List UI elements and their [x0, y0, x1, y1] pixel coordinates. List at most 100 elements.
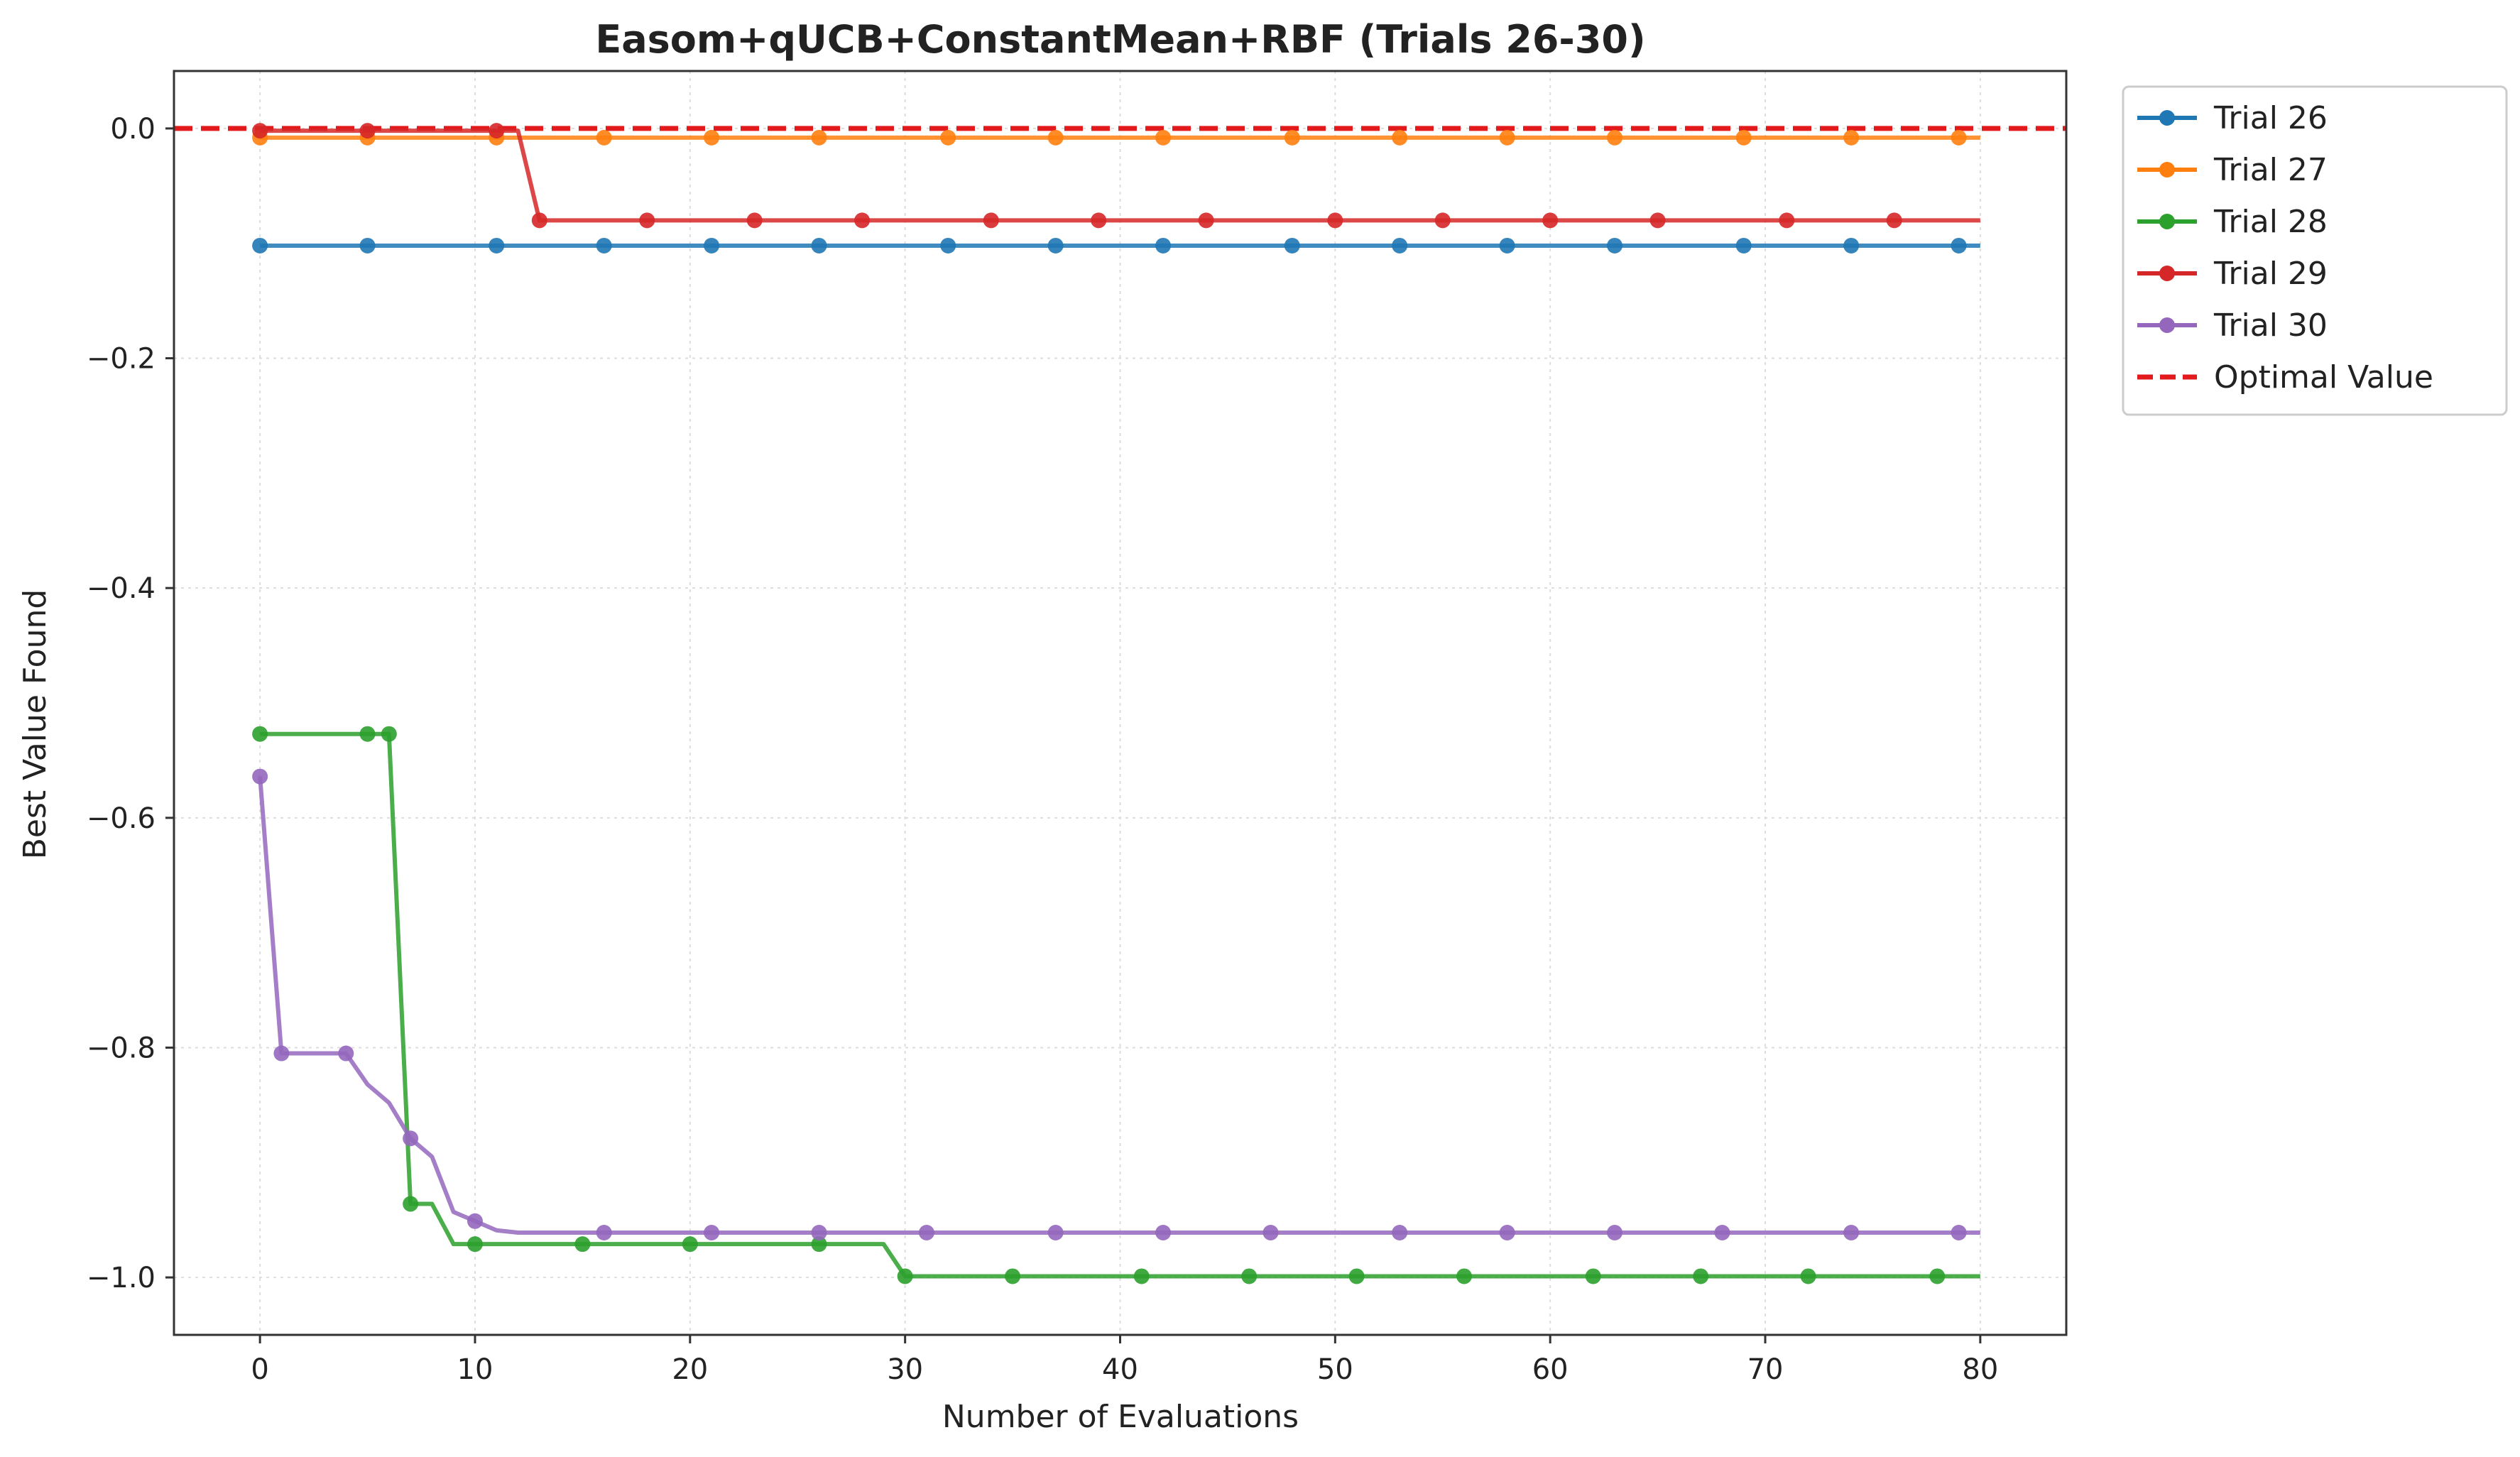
data-point-trial-28 [811, 1236, 827, 1253]
data-point-trial-29 [1649, 212, 1666, 229]
data-point-trial-29 [531, 212, 547, 229]
y-tick-label: 0.0 [110, 113, 156, 146]
data-point-trial-29 [639, 212, 655, 229]
data-point-trial-28 [1929, 1268, 1946, 1284]
data-point-trial-29 [746, 212, 763, 229]
data-point-trial-27 [1392, 129, 1408, 146]
legend-marker-trial-29 [2159, 266, 2175, 281]
data-point-trial-30 [338, 1045, 354, 1062]
y-axis-label: Best Value Found [17, 589, 53, 860]
data-point-trial-30 [1262, 1224, 1279, 1240]
data-point-trial-27 [1499, 129, 1515, 146]
y-tick-label: −1.0 [87, 1262, 156, 1294]
legend-marker-trial-30 [2159, 317, 2175, 333]
data-point-trial-26 [704, 237, 720, 253]
data-point-trial-30 [252, 768, 268, 785]
data-point-trial-28 [467, 1236, 483, 1253]
data-point-trial-30 [1047, 1224, 1064, 1240]
y-tick-label: −0.2 [87, 343, 156, 376]
legend-label-trial-27: Trial 27 [2213, 152, 2328, 188]
legend: Trial 26 Trial 27 Trial 28 Trial 29 Trial 30… [2122, 85, 2508, 416]
y-tick-label: −0.8 [87, 1032, 156, 1064]
legend-marker-trial-28 [2159, 214, 2175, 229]
data-point-trial-28 [574, 1236, 591, 1253]
data-point-trial-29 [1886, 212, 1902, 229]
data-point-trial-30 [1843, 1224, 1860, 1240]
data-point-trial-28 [1241, 1268, 1258, 1284]
data-point-trial-26 [1607, 237, 1623, 253]
data-point-trial-29 [489, 123, 505, 139]
series-line-trial-28 [260, 731, 1980, 1279]
series-line-trial-30 [258, 776, 1980, 1235]
data-point-trial-26 [1284, 237, 1300, 253]
data-point-trial-27 [704, 129, 720, 146]
data-point-trial-27 [1284, 129, 1300, 146]
data-point-trial-30 [1951, 1224, 1967, 1240]
data-point-trial-30 [811, 1224, 827, 1240]
legend-marker-trial-26 [2159, 110, 2175, 126]
x-tick-label: 70 [1747, 1353, 1784, 1386]
x-tick-label: 80 [1962, 1353, 1998, 1386]
data-point-trial-30 [1392, 1224, 1408, 1240]
data-point-trial-30 [467, 1213, 483, 1229]
data-point-trial-28 [1800, 1268, 1816, 1284]
y-axis-ticks: 0.0 −0.2 −0.4 −0.6 −0.8 −1.0 [87, 113, 174, 1294]
data-point-trial-28 [1133, 1268, 1150, 1284]
data-point-trial-28 [1348, 1268, 1365, 1284]
data-point-trial-28 [682, 1236, 698, 1253]
data-point-trial-26 [1155, 237, 1172, 253]
data-point-trial-26 [940, 237, 956, 253]
y-tick-label: −0.6 [87, 802, 156, 835]
data-point-trial-29 [1198, 212, 1214, 229]
x-tick-label: 0 [251, 1353, 268, 1386]
series-trial-29 [252, 123, 1980, 229]
x-tick-label: 20 [672, 1353, 708, 1386]
data-point-trial-27 [1735, 129, 1752, 146]
data-point-trial-29 [1091, 212, 1107, 229]
x-tick-label: 10 [457, 1353, 493, 1386]
data-point-trial-30 [704, 1224, 720, 1240]
data-point-trial-29 [1779, 212, 1795, 229]
data-point-trial-27 [1155, 129, 1172, 146]
series-line-trial-29 [260, 129, 1980, 223]
data-point-trial-26 [1392, 237, 1408, 253]
series-trial-26 [252, 237, 1980, 253]
legend-label-trial-28: Trial 28 [2213, 204, 2328, 240]
x-axis-label: Number of Evaluations [942, 1399, 1299, 1435]
data-point-trial-26 [489, 237, 505, 253]
legend-box [2122, 85, 2508, 416]
data-point-trial-28 [381, 726, 397, 742]
data-point-trial-29 [854, 212, 871, 229]
legend-label-trial-26: Trial 26 [2213, 100, 2328, 136]
data-point-trial-28 [1585, 1268, 1601, 1284]
data-point-trial-26 [359, 237, 376, 253]
data-point-trial-27 [940, 129, 956, 146]
data-point-trial-30 [1499, 1224, 1515, 1240]
data-point-trial-30 [1155, 1224, 1172, 1240]
data-point-trial-27 [596, 129, 612, 146]
data-point-trial-29 [359, 123, 376, 139]
data-point-trial-28 [1005, 1268, 1021, 1284]
data-point-trial-29 [1434, 212, 1451, 229]
data-point-trial-26 [811, 237, 827, 253]
data-point-trial-29 [1327, 212, 1343, 229]
legend-label-trial-29: Trial 29 [2213, 256, 2328, 292]
data-point-trial-26 [252, 237, 268, 253]
x-tick-label: 40 [1102, 1353, 1138, 1386]
data-point-trial-27 [811, 129, 827, 146]
data-point-trial-30 [273, 1045, 290, 1062]
series-trial-30 [252, 768, 1980, 1240]
data-point-trial-26 [1951, 237, 1967, 253]
data-point-trial-27 [1607, 129, 1623, 146]
data-point-trial-28 [359, 726, 376, 742]
data-point-trial-28 [1456, 1268, 1473, 1284]
x-axis-ticks: 0 10 20 30 40 50 60 70 80 [251, 1335, 1998, 1386]
data-point-trial-30 [596, 1224, 612, 1240]
data-point-trial-29 [1542, 212, 1559, 229]
data-point-trial-26 [1499, 237, 1515, 253]
data-point-trial-28 [403, 1196, 419, 1212]
data-point-trial-28 [897, 1268, 913, 1284]
x-tick-label: 30 [887, 1353, 923, 1386]
legend-label-optimal-value: Optimal Value [2214, 359, 2433, 395]
